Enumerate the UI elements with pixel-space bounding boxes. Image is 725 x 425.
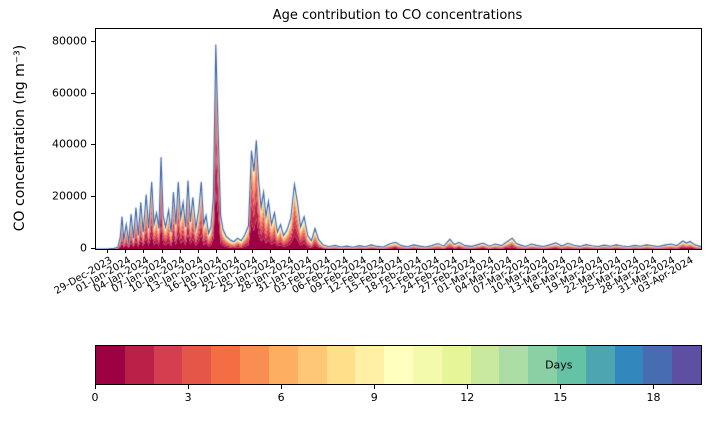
x-tick-mark	[470, 249, 472, 253]
x-tick-mark	[306, 249, 308, 253]
colorbar-tick-label: 6	[277, 391, 285, 404]
y-tick-label: 60000	[52, 86, 87, 100]
colorbar-segment	[412, 346, 442, 384]
chart-title: Age contribution to CO concentrations	[272, 8, 523, 23]
x-tick-mark	[542, 249, 544, 253]
y-tick-label: 20000	[52, 189, 87, 203]
colorbar-segment	[182, 346, 212, 384]
x-tick-mark	[506, 249, 508, 253]
x-tick-mark	[179, 249, 181, 253]
colorbar-tick-label: 3	[184, 391, 192, 404]
colorbar-segment	[585, 346, 615, 384]
colorbar-segment	[441, 346, 471, 384]
x-tick-mark	[161, 249, 163, 253]
x-tick-mark	[288, 249, 290, 253]
colorbar-segment	[326, 346, 356, 384]
colorbar-segment	[384, 346, 413, 384]
colorbar: Days	[95, 345, 702, 385]
x-tick-mark	[234, 249, 236, 253]
x-tick-mark	[633, 249, 635, 253]
x-tick-mark	[270, 249, 272, 253]
colorbar-tick-mark	[467, 385, 469, 389]
colorbar-segment	[153, 346, 183, 384]
colorbar-segment	[240, 346, 269, 384]
x-tick-mark	[615, 249, 617, 253]
x-tick-mark	[252, 249, 254, 253]
x-tick-mark	[415, 249, 417, 253]
x-tick-mark	[216, 249, 217, 253]
colorbar-tick-label: 15	[553, 391, 568, 404]
x-tick-mark	[451, 249, 453, 253]
x-tick-mark	[125, 249, 127, 253]
x-tick-mark	[197, 249, 199, 253]
y-tick-mark	[91, 92, 95, 94]
x-tick-mark	[597, 249, 599, 253]
x-tick-mark	[687, 249, 689, 253]
colorbar-segment	[211, 346, 241, 384]
colorbar-segment	[672, 346, 702, 384]
colorbar-tick-mark	[188, 385, 190, 389]
plot-area	[95, 28, 702, 250]
colorbar-segment	[268, 346, 298, 384]
x-tick-mark	[107, 249, 109, 253]
colorbar-segment	[470, 346, 500, 384]
colorbar-tick-label: 12	[460, 391, 475, 404]
colorbar-tick-label: 18	[646, 391, 661, 404]
x-tick-mark	[669, 249, 671, 253]
colorbar-tick-mark	[281, 385, 283, 389]
x-tick-mark	[324, 249, 326, 253]
x-tick-mark	[560, 249, 562, 253]
y-tick-label: 0	[80, 241, 87, 255]
x-tick-mark	[579, 249, 580, 253]
colorbar-segment	[124, 346, 154, 384]
colorbar-tick-mark	[653, 385, 655, 389]
colorbar-segment	[643, 346, 673, 384]
colorbar-tick-label: 0	[91, 391, 99, 404]
colorbar-segment	[96, 346, 125, 384]
colorbar-tick-mark	[560, 385, 562, 389]
y-tick-mark	[91, 196, 95, 198]
colorbar-segment	[614, 346, 644, 384]
y-tick-label: 40000	[52, 137, 87, 151]
x-tick-mark	[433, 249, 435, 253]
y-tick-mark	[91, 248, 95, 249]
colorbar-tick-mark	[374, 385, 376, 389]
x-tick-mark	[379, 249, 381, 253]
colorbar-segment	[528, 346, 557, 384]
colorbar-label: Days	[545, 358, 573, 372]
y-tick-label: 80000	[52, 34, 87, 48]
colorbar-tick-mark	[95, 385, 96, 389]
x-tick-mark	[651, 249, 653, 253]
x-tick-mark	[524, 249, 526, 253]
colorbar-tick-label: 9	[370, 391, 378, 404]
colorbar-segment	[557, 346, 586, 384]
colorbar-segment	[355, 346, 385, 384]
y-axis-label: CO concentration (ng m⁻³)	[12, 44, 28, 232]
stacked-area-chart-canvas	[96, 29, 701, 249]
x-tick-mark	[488, 249, 490, 253]
x-tick-mark	[143, 249, 145, 253]
y-tick-mark	[91, 40, 95, 42]
y-tick-mark	[91, 144, 95, 146]
x-tick-mark	[397, 249, 399, 253]
x-tick-mark	[361, 249, 363, 253]
colorbar-segment	[297, 346, 327, 384]
colorbar-segment	[499, 346, 529, 384]
x-tick-mark	[343, 249, 345, 253]
